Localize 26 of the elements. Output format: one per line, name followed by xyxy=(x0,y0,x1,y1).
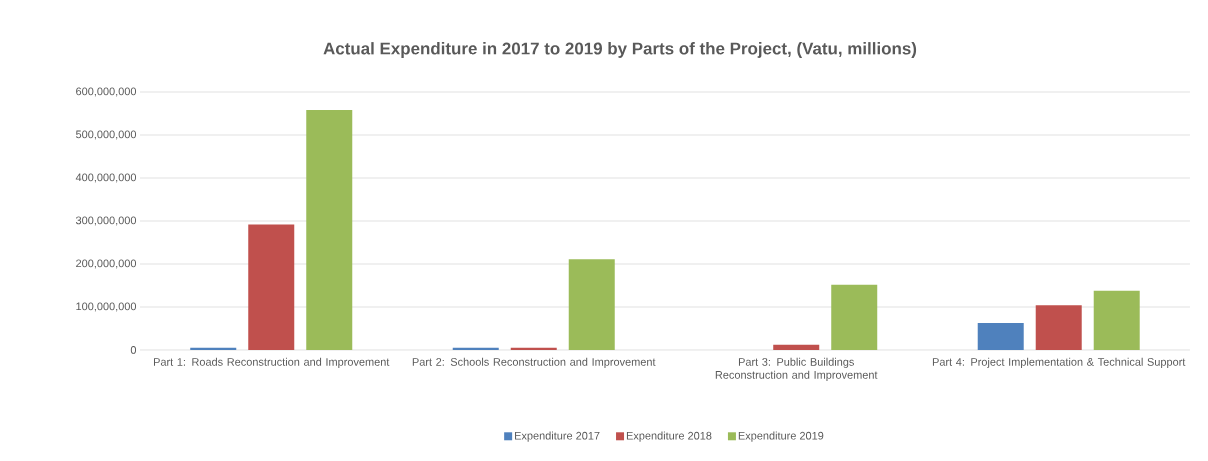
x-tick-label: Part 4: Project Implementation & Technical Support xyxy=(932,357,1186,368)
bar xyxy=(773,344,820,350)
y-tick-label: 600,000,000 xyxy=(76,87,137,97)
y-tick-label: 500,000,000 xyxy=(75,130,137,140)
bar xyxy=(977,322,1024,350)
y-tick-label: 100,000,000 xyxy=(76,302,137,312)
legend-label: Expenditure 2019 xyxy=(738,431,824,442)
bar xyxy=(452,347,499,350)
bar xyxy=(190,347,237,350)
x-tick-label: Part 2: Schools Reconstruction and Improvement xyxy=(412,357,656,368)
bar xyxy=(306,110,353,350)
x-tick-label: Part 3: Public Buildings Reconstruction and Improvement xyxy=(715,357,878,381)
bar xyxy=(248,224,295,350)
chart-title: Actual Expenditure in 2017 to 2019 by Parts of the Project, (Vatu, millions) xyxy=(323,42,917,58)
y-tick-label: 200,000,000 xyxy=(76,259,137,269)
bar xyxy=(831,284,878,350)
y-tick-label: 300,000,000 xyxy=(75,216,137,226)
bar xyxy=(568,259,615,350)
bar xyxy=(1093,290,1140,350)
y-tick-label: 0 xyxy=(130,346,137,354)
legend-label: Expenditure 2017 xyxy=(515,431,600,442)
x-tick-label: Part 1: Roads Reconstruction and Improvement xyxy=(153,357,390,368)
legend-label: Expenditure 2018 xyxy=(626,431,712,442)
bar xyxy=(1035,305,1082,350)
y-tick-label: 400,000,000 xyxy=(75,173,137,183)
bar xyxy=(510,347,557,350)
